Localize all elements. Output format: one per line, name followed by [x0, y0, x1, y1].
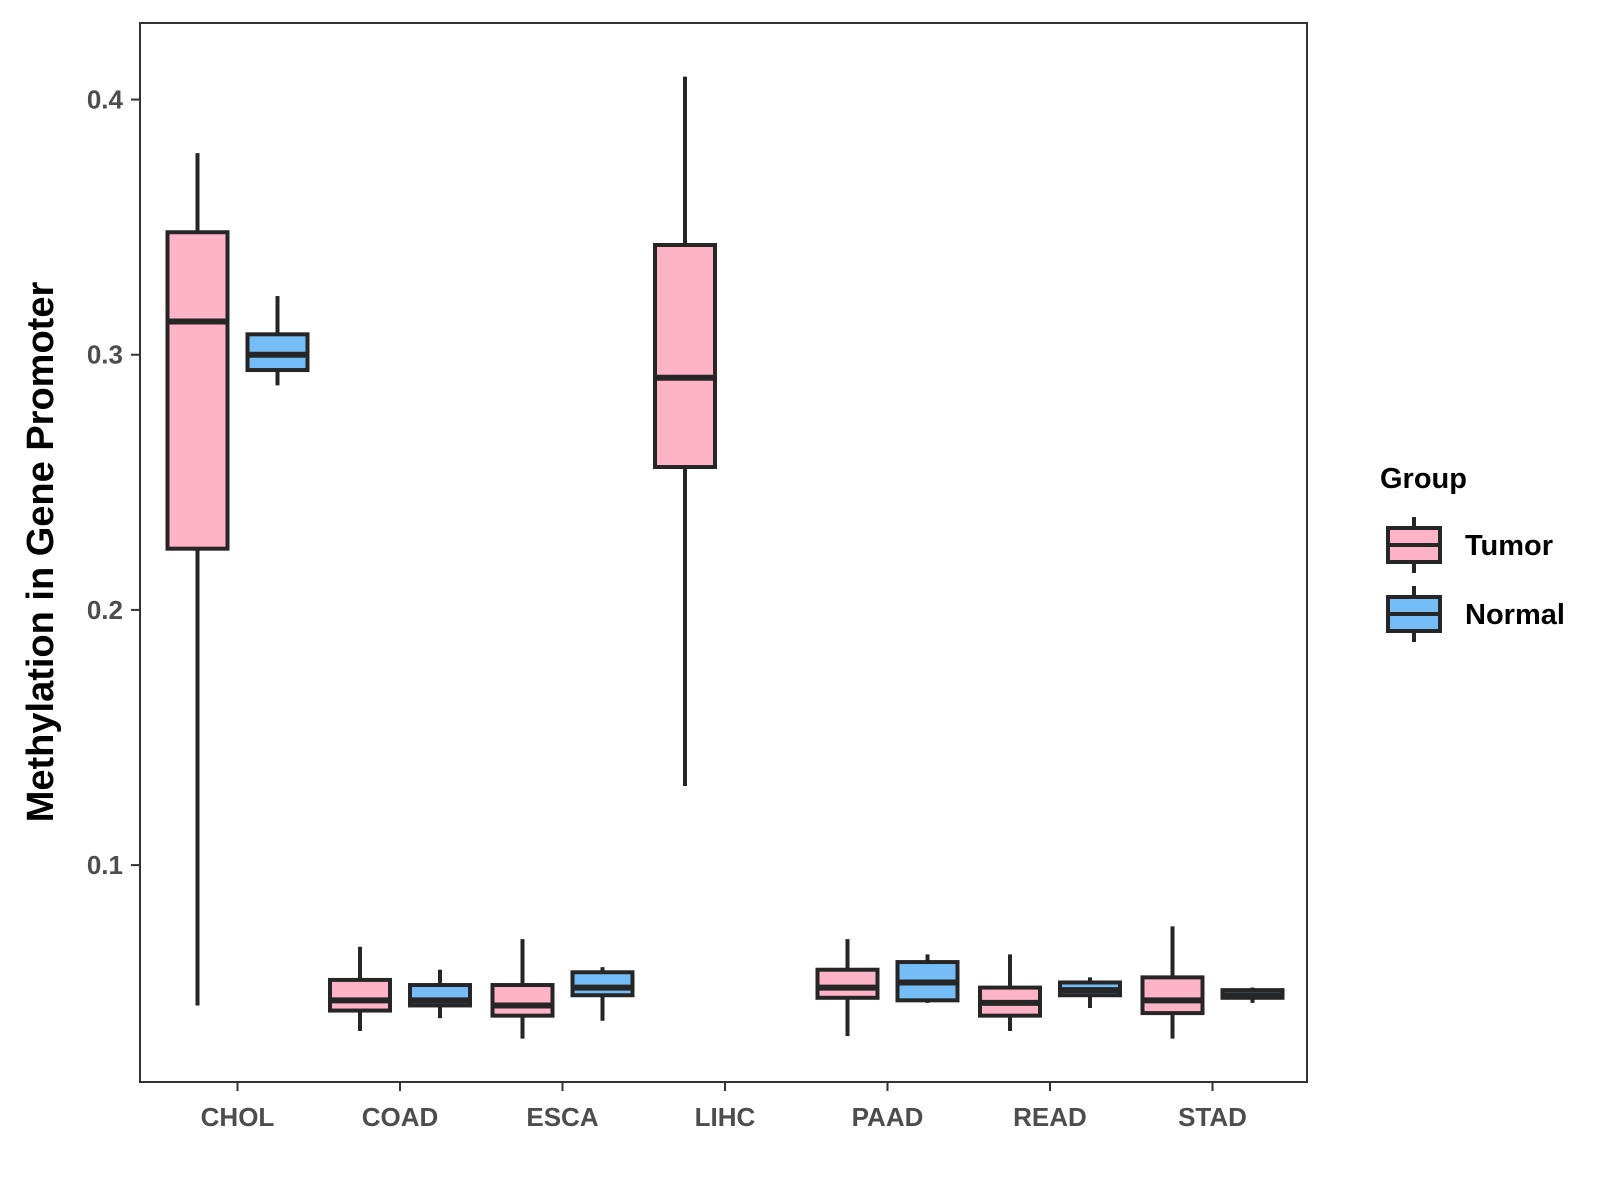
box-tumor-stad — [1140, 926, 1205, 1039]
box-body — [570, 970, 635, 998]
x-tick-label: STAD — [1178, 1102, 1247, 1132]
box-tumor-lihc — [653, 76, 717, 786]
legend-item-normal: Normal — [1386, 586, 1565, 642]
box-tumor-paad — [815, 939, 880, 1037]
y-tick-label: 0.2 — [87, 595, 123, 625]
legend-label: Normal — [1465, 599, 1565, 631]
x-tick-label: ESCA — [526, 1102, 598, 1132]
box-normal-paad — [895, 954, 960, 1003]
x-tick-label: READ — [1013, 1102, 1087, 1132]
box-body — [490, 983, 555, 1018]
y-axis-title: Methylation in Gene Promoter — [20, 282, 62, 823]
box-normal-coad — [408, 969, 472, 1019]
legend-title: Group — [1380, 463, 1467, 495]
x-tick-label: PAAD — [852, 1102, 924, 1132]
y-tick-label: 0.3 — [87, 340, 123, 370]
box-body — [328, 977, 392, 1013]
box-normal-read — [1058, 977, 1122, 1008]
box-body — [653, 243, 717, 470]
box-body — [1140, 975, 1205, 1016]
plot-area — [165, 76, 1285, 1039]
legend: Group Tumor Normal — [1380, 463, 1565, 642]
legend-item-tumor: Tumor — [1386, 517, 1553, 573]
box-tumor-chol — [165, 153, 230, 1006]
box-tumor-coad — [328, 946, 392, 1031]
box-normal-esca — [570, 967, 635, 1021]
box-normal-chol — [245, 296, 310, 386]
axes: 0.1 0.2 0.3 0.4 CHOL COAD ESCA LIHC PAAD READ STAD — [87, 85, 1247, 1132]
x-tick-label: COAD — [362, 1102, 439, 1132]
y-tick-label: 0.4 — [87, 85, 124, 115]
box-body — [165, 230, 230, 551]
plot-panel-border — [139, 22, 1308, 1083]
x-tick-label: CHOL — [201, 1102, 275, 1132]
box-tumor-esca — [490, 939, 555, 1039]
box-normal-stad — [1220, 987, 1285, 1003]
legend-label: Tumor — [1465, 530, 1553, 562]
box-tumor-read — [978, 954, 1042, 1031]
y-tick-label: 0.1 — [87, 850, 123, 880]
box-body — [815, 967, 880, 1000]
x-tick-label: LIHC — [695, 1102, 756, 1132]
